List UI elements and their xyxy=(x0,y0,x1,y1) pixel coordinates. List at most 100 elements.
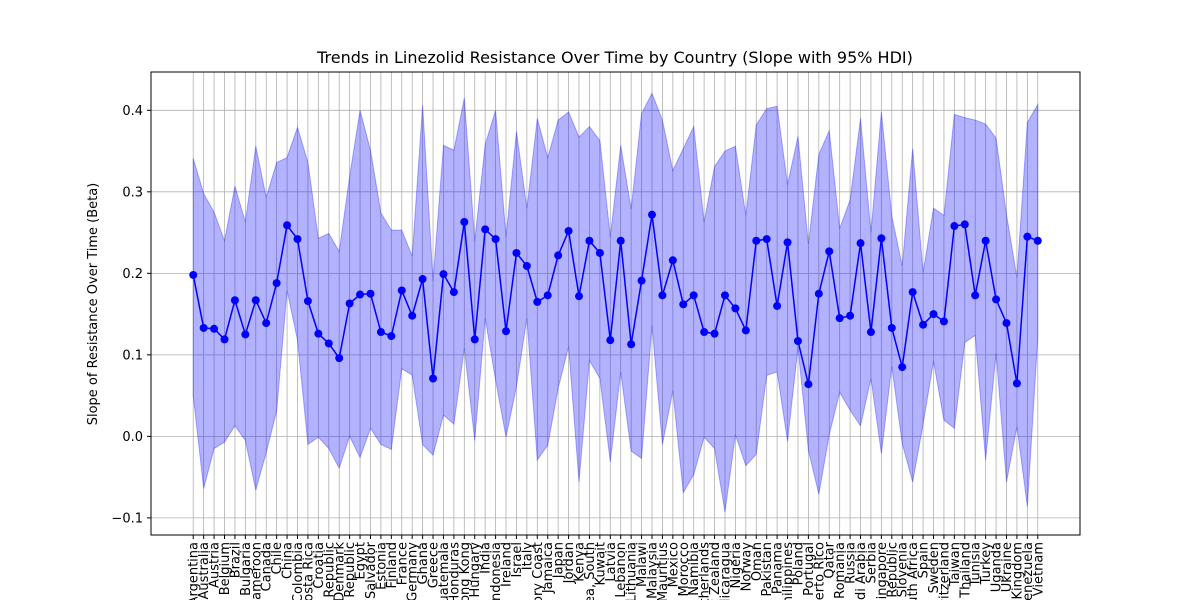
point xyxy=(700,328,709,337)
x-tick-label: Indonesia xyxy=(489,542,504,600)
point xyxy=(387,332,396,341)
x-tick-label: Ghana xyxy=(416,542,431,585)
point xyxy=(929,310,938,319)
point xyxy=(272,279,281,288)
x-tick-label: Japan xyxy=(552,542,567,579)
point xyxy=(908,288,917,297)
point xyxy=(877,234,886,243)
x-tick-label: Morocco xyxy=(677,542,692,596)
point xyxy=(981,236,990,245)
x-tick-label: Philippines xyxy=(781,542,796,600)
x-tick-label: Nigeria xyxy=(729,542,744,589)
x-tick-label: Slovenia xyxy=(896,542,911,597)
x-tick-label: Croatia xyxy=(312,542,327,589)
x-tick-label: Taiwan xyxy=(948,542,963,587)
point xyxy=(210,324,219,333)
x-tick-label: Bulgaria xyxy=(239,542,254,596)
x-tick-label: Romania xyxy=(833,542,848,599)
point xyxy=(220,335,229,344)
x-tick-label: El Salvador xyxy=(364,541,379,600)
point xyxy=(481,225,490,234)
x-tick-label: Lebanon xyxy=(614,542,629,598)
x-tick-label: Thailand xyxy=(958,542,973,599)
point xyxy=(616,236,625,245)
x-tick-label: Ireland xyxy=(500,542,515,587)
point xyxy=(866,328,875,337)
point xyxy=(460,217,469,226)
point xyxy=(992,295,1001,304)
x-tick-label: Kuwait xyxy=(593,542,608,585)
x-tick-label: Italy xyxy=(520,542,535,571)
x-tick-label: Lithuania xyxy=(625,542,640,600)
y-tick-label: 0.1 xyxy=(122,348,143,363)
x-tick-label: Hong Kong xyxy=(458,542,473,600)
point xyxy=(345,299,354,308)
hdi-band xyxy=(192,91,1039,513)
point xyxy=(689,291,698,300)
x-tick-label: Serbia xyxy=(864,542,879,583)
point xyxy=(898,363,907,372)
y-tick-label: 0.0 xyxy=(122,430,143,445)
point xyxy=(230,296,239,305)
x-tick-label: Jamaica xyxy=(541,542,556,594)
point xyxy=(814,289,823,298)
x-tick-label: Denmark xyxy=(333,542,348,600)
x-tick-label: Australia xyxy=(197,542,212,600)
line xyxy=(192,214,1039,385)
x-tick-label: Honduras xyxy=(447,542,462,600)
x-tick-label: Ukraine xyxy=(1000,542,1015,592)
x-tick-label: Saudi Arabia xyxy=(854,542,869,600)
x-tick-label: Kenya xyxy=(573,542,588,582)
point xyxy=(825,247,834,256)
y-tick-label: 0.2 xyxy=(122,267,143,282)
point xyxy=(627,340,636,349)
x-tick-label: Germany xyxy=(406,542,421,600)
y-axis-label: Slope of Resistance Over Time (Beta) xyxy=(86,183,101,426)
point xyxy=(314,329,323,338)
x-tick-label: Panama xyxy=(771,542,786,594)
plot-frame xyxy=(150,71,1081,536)
point xyxy=(668,256,677,265)
x-tick-label: Turkey xyxy=(979,542,994,586)
y-tick-label: −0.1 xyxy=(111,511,143,526)
point xyxy=(575,292,584,301)
point xyxy=(679,300,688,309)
point xyxy=(262,319,271,328)
x-tick-label: Cameroon xyxy=(249,542,264,600)
x-tick-label: Hungary xyxy=(468,542,483,598)
x-tick-label: Uganda xyxy=(990,542,1005,592)
point xyxy=(856,239,865,248)
point xyxy=(710,329,719,338)
point xyxy=(741,326,750,335)
x-tick-label: Colombia xyxy=(291,542,306,600)
x-tick-label: Tunisia xyxy=(969,542,984,587)
x-tick-label: Malawi xyxy=(635,542,650,587)
point xyxy=(449,288,458,297)
x-tick-label: Portugal xyxy=(802,542,817,596)
point xyxy=(752,236,761,245)
point xyxy=(189,270,198,279)
x-tick-label: Spain xyxy=(917,542,932,578)
point xyxy=(846,311,855,320)
point xyxy=(1033,236,1042,245)
point xyxy=(835,314,844,323)
x-tick-label: Latvia xyxy=(604,542,619,582)
x-tick-label: Oman xyxy=(750,542,765,581)
point xyxy=(397,286,406,295)
point xyxy=(720,291,729,300)
point xyxy=(376,328,385,337)
x-tick-label: United Kingdom xyxy=(1010,542,1025,600)
x-tick-label: Namibia xyxy=(687,542,702,596)
point xyxy=(502,327,511,336)
point xyxy=(637,276,646,285)
x-tick-label: Costa Rica xyxy=(301,542,316,600)
y-tick-label: 0.4 xyxy=(122,104,143,119)
point xyxy=(606,336,615,345)
x-tick-label: Slovak Republic xyxy=(885,542,900,600)
x-tick-label: Israel xyxy=(510,542,525,578)
point xyxy=(960,220,969,229)
x-tick-label: New Zealand xyxy=(708,542,723,600)
point xyxy=(783,238,792,247)
x-tick-label: Brazil xyxy=(228,542,243,578)
